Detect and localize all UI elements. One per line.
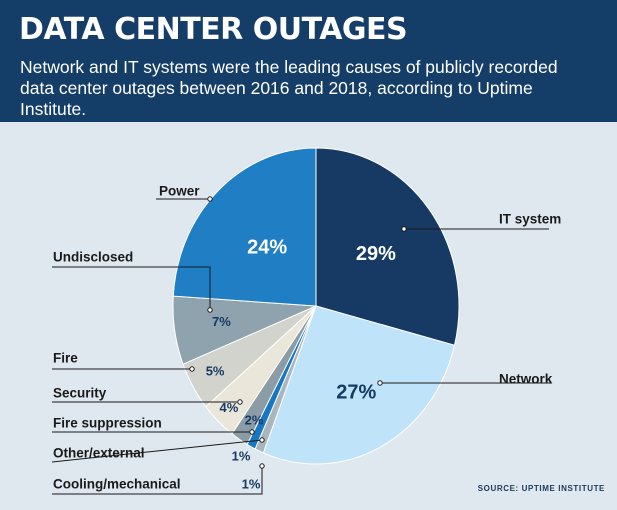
source-note: SOURCE: UPTIME INSTITUTE bbox=[477, 484, 605, 493]
pie-annotations: 29% IT system 27% Network 1% Cooling/mechanic… bbox=[51, 184, 561, 495]
slice-name-cooling-mechanical: Cooling/mechanical bbox=[53, 477, 181, 492]
header-banner: DATA CENTER OUTAGES Network and IT syste… bbox=[0, 0, 617, 122]
leader-dot-it-system bbox=[401, 226, 407, 232]
pie-slices bbox=[172, 147, 460, 465]
leader-dot-fire-suppression bbox=[249, 429, 255, 435]
slice-value-power: 24% bbox=[247, 237, 287, 259]
slice-value-security: 4% bbox=[220, 400, 239, 415]
slice-value-cooling-mechanical: 1% bbox=[242, 476, 261, 491]
leader-dot-power bbox=[207, 196, 213, 202]
slice-value-fire: 5% bbox=[206, 363, 225, 378]
leader-dot-other-external bbox=[259, 437, 265, 443]
leader-line-other-external bbox=[51, 439, 263, 463]
pie-slice-network bbox=[262, 305, 456, 465]
slice-value-it-system: 29% bbox=[356, 243, 396, 265]
pie-slice-it-system bbox=[315, 147, 460, 346]
leader-dot-undisclosed bbox=[207, 307, 213, 313]
slice-name-undisclosed: Undisclosed bbox=[53, 250, 133, 265]
leader-line-cooling-mechanical bbox=[52, 466, 263, 495]
slice-value-other-external: 1% bbox=[232, 448, 251, 463]
slice-value-fire-suppression: 2% bbox=[245, 412, 264, 427]
leader-line-undisclosed bbox=[52, 266, 211, 310]
leader-dot-security bbox=[237, 399, 243, 405]
leader-dot-cooling-mechanical bbox=[259, 463, 265, 469]
slice-name-fire: Fire bbox=[53, 351, 78, 366]
slice-name-network: Network bbox=[499, 372, 553, 387]
slice-name-power: Power bbox=[159, 184, 200, 199]
slice-name-security: Security bbox=[53, 386, 107, 401]
page-title: DATA CENTER OUTAGES bbox=[19, 12, 408, 47]
leader-dot-fire bbox=[189, 366, 195, 372]
slice-name-other-external: Other/external bbox=[53, 446, 145, 461]
page-subtitle: Network and IT systems were the leading … bbox=[20, 57, 558, 119]
leader-dot-network bbox=[377, 380, 383, 386]
slice-name-it-system: IT system bbox=[499, 212, 561, 227]
pie-slice-power bbox=[172, 147, 317, 307]
slice-name-fire-suppression: Fire suppression bbox=[53, 416, 162, 431]
slice-value-undisclosed: 7% bbox=[212, 314, 231, 329]
slice-value-network: 27% bbox=[336, 382, 376, 404]
